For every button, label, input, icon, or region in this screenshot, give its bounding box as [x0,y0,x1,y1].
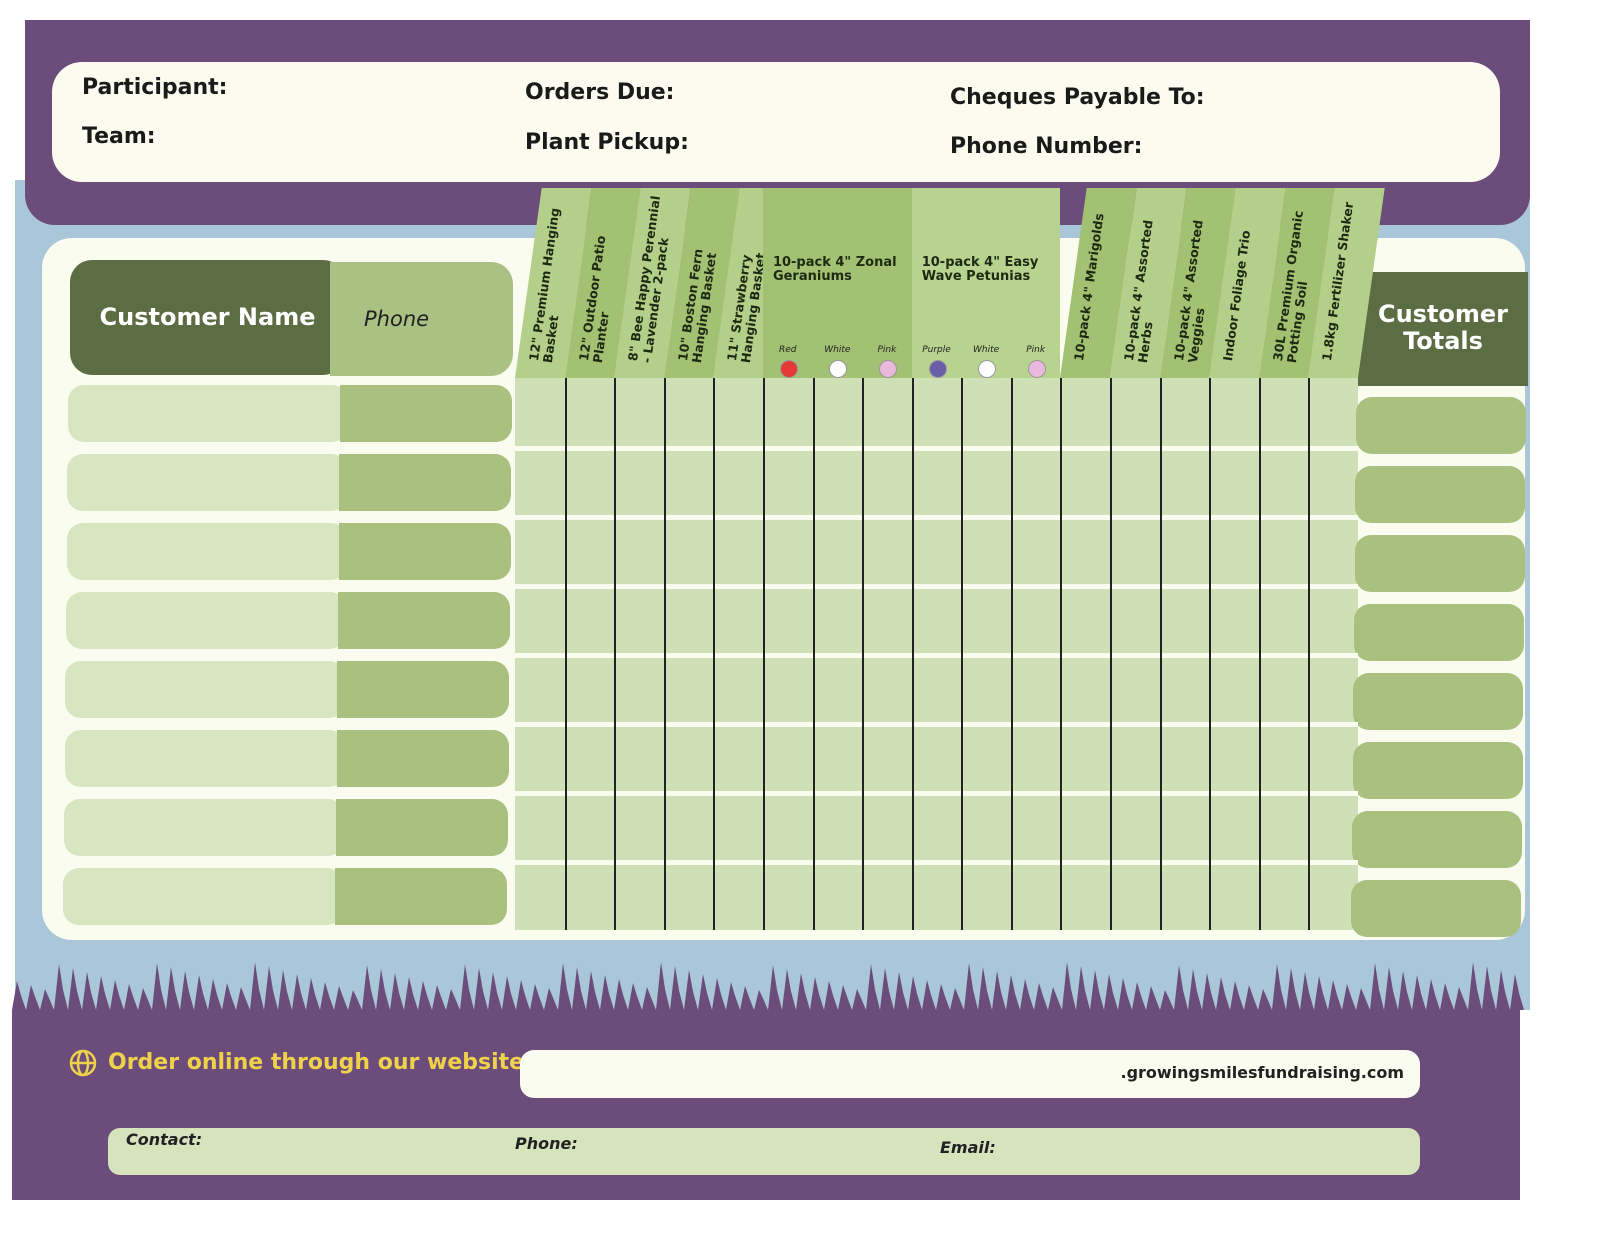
row-name-cell [66,523,347,580]
email-label: Email: [940,1138,996,1157]
column-line [1060,378,1063,930]
contact-phone-label: Phone: [515,1134,578,1153]
row-name-cell [64,730,345,787]
row-total-cell [1352,742,1523,799]
customer-name-header: Customer Name [70,260,345,375]
column-line [1258,378,1261,930]
column-line [1159,378,1162,930]
team-label: Team: [82,124,156,149]
column-line [1110,378,1113,930]
column-line [911,378,914,930]
row-total-cell [1351,811,1522,868]
row-separator [515,860,1358,865]
row-total-cell [1356,397,1526,454]
row-phone-cell [335,868,508,925]
row-total-cell [1353,673,1524,730]
column-line [1308,378,1311,930]
column-line [564,378,567,930]
orders-due-label: Orders Due: [525,80,675,105]
plant-pickup-label: Plant Pickup: [525,130,689,155]
group-label: 10-pack 4" Easy Wave Petunias [921,255,1039,284]
color-swatch [878,360,897,378]
column-line [1010,378,1013,930]
color-swatch [928,360,947,378]
option-label: White [824,345,851,355]
row-separator [515,584,1358,589]
color-swatch [829,360,848,378]
row-name-cell [63,799,344,856]
cheques-label: Cheques Payable To: [950,85,1205,110]
globe-icon [69,1049,97,1077]
row-total-cell [1353,604,1524,661]
column-line [713,378,716,930]
group-header [911,188,1061,378]
option-label: Pink [1026,345,1046,355]
option-label: Red [778,345,797,355]
column-line [762,378,765,930]
row-phone-cell [338,523,511,580]
header-card [52,62,1500,182]
row-separator [515,653,1358,658]
row-name-cell [65,661,346,718]
row-phone-cell [335,799,508,856]
participant-label: Participant: [82,75,228,100]
grass [12,962,1524,1010]
row-total-cell [1354,535,1525,592]
row-separator [515,515,1358,520]
option-label: Purple [922,345,951,355]
column-line [663,378,666,930]
row-total-cell [1355,466,1526,523]
totals-header: Customer Totals [1358,272,1528,386]
order-online-text: Order online through our website: [108,1050,533,1075]
phone-number-label: Phone Number: [950,134,1143,159]
row-separator [515,446,1358,451]
group-label: 10-pack 4" Zonal Geraniums [772,255,897,284]
column-line [1209,378,1212,930]
row-phone-cell [336,730,509,787]
row-phone-cell [337,661,510,718]
option-label: White [972,345,1000,355]
option-label: Pink [877,345,897,355]
row-separator [515,791,1358,796]
row-phone-cell [340,385,512,442]
contact-label: Contact: [126,1130,203,1149]
color-swatch [978,360,997,378]
row-name-cell [63,868,344,925]
row-separator [515,722,1358,727]
row-phone-cell [339,454,512,511]
color-swatch [1027,360,1046,378]
row-name-cell [68,385,348,442]
website-box[interactable]: .growingsmilesfundraising.com [520,1050,1420,1098]
row-phone-cell [337,592,510,649]
column-line [961,378,964,930]
row-total-cell [1351,880,1522,937]
column-line [614,378,617,930]
phone-header: Phone [330,262,513,376]
row-name-cell [65,592,346,649]
column-line [862,378,865,930]
column-line [812,378,815,930]
contact-bar [108,1128,1420,1175]
color-swatch [779,360,798,378]
row-name-cell [67,454,348,511]
group-header [762,188,912,378]
